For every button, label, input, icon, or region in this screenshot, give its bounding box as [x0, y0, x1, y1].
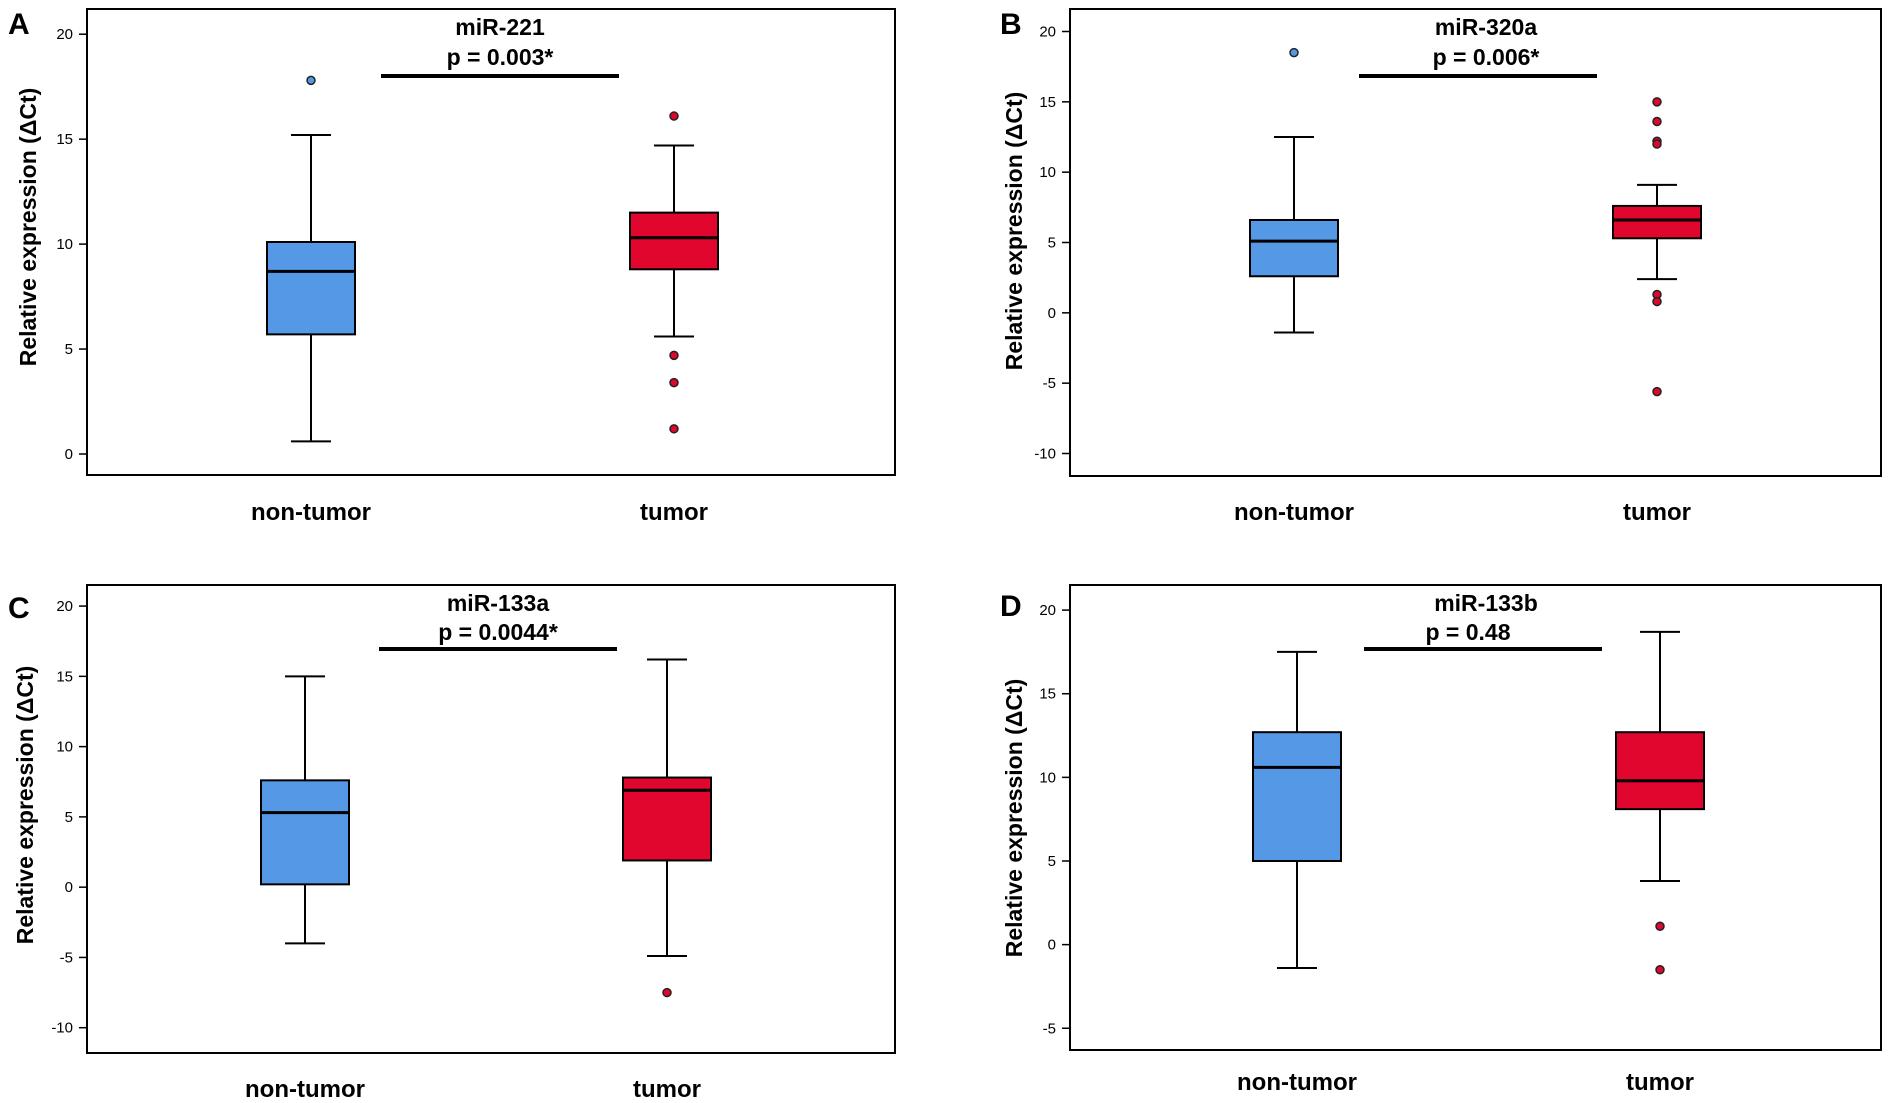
plot-frame: [86, 584, 896, 1054]
box-tumor: [629, 211, 719, 271]
category-label: tumor: [633, 1076, 701, 1103]
p-value: p = 0.003*: [447, 44, 554, 70]
outlier-point: [1652, 139, 1662, 149]
box-tumor: [1615, 731, 1705, 811]
svg-text:Relative expression (ΔCt): Relative expression (ΔCt): [1001, 679, 1027, 958]
y-axis-label: Relative expression (ΔCt): [12, 666, 38, 945]
panel-letter: A: [8, 8, 30, 41]
box-non-tumor: [1252, 731, 1342, 862]
y-axis: -5 0 5 10 15 20: [1039, 602, 1070, 1037]
chart-title: miR-221: [455, 14, 545, 40]
outlier-point: [1655, 964, 1665, 975]
plot-frame: [1069, 584, 1882, 1051]
p-value: p = 0.0044*: [438, 619, 558, 645]
panel-b: B Relative expression (ΔCt) miR-320a p =…: [1000, 8, 1882, 526]
y-tick-label: 15: [56, 668, 73, 685]
y-tick-label: 20: [56, 26, 73, 43]
panel-d: D Relative expression (ΔCt) miR-133b p =…: [1000, 584, 1882, 1096]
y-axis: -10 -5 0 5 10 15 20: [51, 598, 87, 1037]
outlier-point: [306, 75, 316, 86]
category-label: non-tumor: [245, 1076, 365, 1103]
y-tick-label: 10: [56, 739, 73, 756]
plot-frame: [86, 8, 896, 476]
p-value: p = 0.006*: [1433, 44, 1540, 70]
category-label: tumor: [1623, 499, 1691, 526]
y-tick-label: 20: [56, 598, 73, 615]
svg-text:Relative expression (ΔCt): Relative expression (ΔCt): [15, 88, 41, 367]
outlier-point: [1289, 47, 1299, 58]
category-label: non-tumor: [251, 499, 371, 526]
y-tick-label: 15: [1039, 686, 1056, 703]
y-axis-label: Relative expression (ΔCt): [1001, 92, 1027, 371]
y-axis-label: Relative expression (ΔCt): [1001, 679, 1027, 958]
y-tick-label: 20: [1039, 602, 1056, 619]
box-series: [266, 75, 719, 443]
box-non-tumor: [266, 241, 356, 336]
y-axis: -10 -5 0 5 10 15 20: [1034, 24, 1070, 462]
outlier-point: [669, 350, 679, 361]
y-tick-label: 5: [1048, 853, 1056, 870]
outlier-point: [669, 111, 679, 121]
y-tick-label: 0: [65, 879, 73, 896]
box-series: [1252, 630, 1705, 975]
y-tick-label: 5: [65, 809, 73, 826]
y-tick-label: 15: [1039, 94, 1056, 111]
plot-frame: [1069, 8, 1882, 477]
y-tick-label: 0: [65, 446, 73, 463]
y-tick-label: -10: [1034, 445, 1056, 462]
box-non-tumor: [260, 779, 350, 886]
panel-a: A Relative expression (ΔCt) miR-221 p = …: [8, 8, 896, 526]
outlier-point: [669, 377, 679, 388]
svg-text:Relative expression (ΔCt): Relative expression (ΔCt): [1001, 92, 1027, 371]
p-value: p = 0.48: [1425, 619, 1510, 645]
y-tick-label: 5: [65, 341, 73, 358]
box-series: [1249, 47, 1702, 397]
y-tick-label: 5: [1048, 235, 1056, 252]
y-tick-label: -5: [1043, 1020, 1056, 1037]
y-axis-label: Relative expression (ΔCt): [15, 88, 41, 367]
y-tick-label: 0: [1048, 937, 1056, 954]
category-label: non-tumor: [1237, 1069, 1357, 1096]
category-label: tumor: [640, 499, 708, 526]
y-tick-label: 10: [1039, 769, 1056, 786]
y-tick-label: -10: [51, 1020, 73, 1037]
y-tick-label: -5: [1043, 375, 1056, 392]
category-label: non-tumor: [1234, 499, 1354, 526]
panel-letter: C: [8, 592, 30, 625]
outlier-point: [662, 987, 672, 998]
outlier-point: [669, 424, 679, 434]
box-tumor: [1612, 204, 1702, 240]
box-non-tumor: [1249, 218, 1339, 278]
outlier-point: [1652, 97, 1662, 107]
y-tick-label: 10: [1039, 164, 1056, 181]
panel-letter: B: [1000, 8, 1022, 41]
outlier-point: [1655, 921, 1665, 931]
panel-c: C Relative expression (ΔCt) miR-133a p =…: [8, 584, 896, 1103]
y-tick-label: -5: [60, 949, 73, 966]
box-series: [260, 658, 712, 998]
y-axis: 0 5 10 15 20: [56, 26, 87, 463]
chart-title: miR-320a: [1435, 14, 1537, 40]
panel-letter: D: [1000, 590, 1022, 623]
category-label: tumor: [1626, 1069, 1694, 1096]
y-tick-label: 10: [56, 236, 73, 253]
outlier-point: [1652, 296, 1662, 307]
y-tick-label: 0: [1048, 305, 1056, 322]
chart-title: miR-133b: [1434, 590, 1538, 616]
svg-text:Relative expression (ΔCt): Relative expression (ΔCt): [12, 666, 38, 945]
y-tick-label: 15: [56, 131, 73, 148]
chart-title: miR-133a: [447, 590, 549, 616]
outlier-point: [1652, 386, 1662, 397]
outlier-point: [1652, 116, 1662, 127]
y-tick-label: 20: [1039, 24, 1056, 41]
